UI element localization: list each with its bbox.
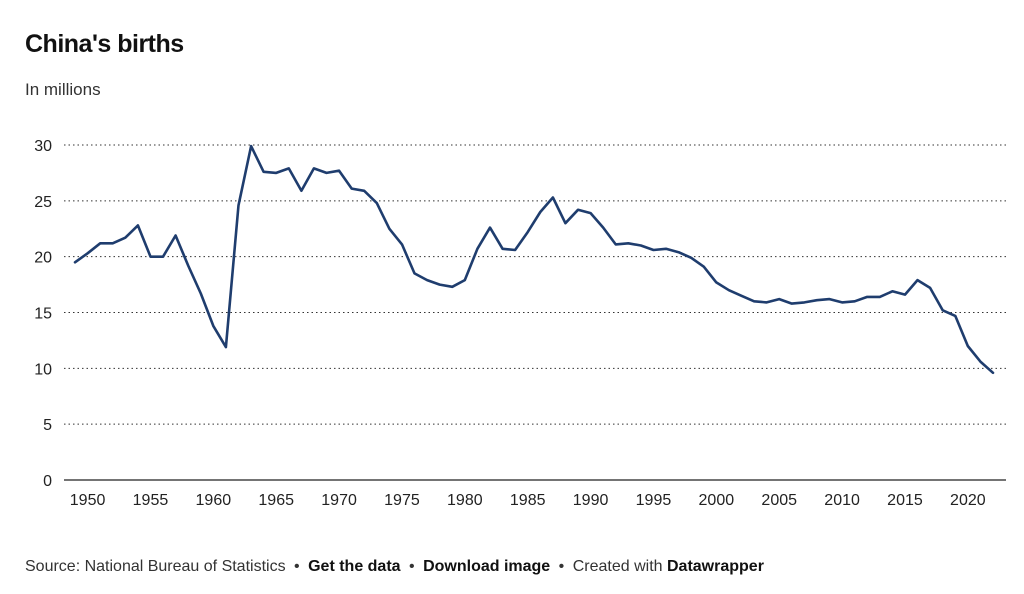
x-tick-label: 1965 bbox=[258, 492, 294, 509]
datawrapper-link[interactable]: Datawrapper bbox=[667, 558, 764, 575]
y-tick-label: 0 bbox=[43, 473, 52, 490]
chart-subtitle: In millions bbox=[25, 80, 101, 99]
births-series-line bbox=[73, 144, 995, 375]
y-tick-label: 25 bbox=[34, 194, 52, 211]
x-tick-label: 1970 bbox=[321, 492, 357, 509]
x-tick-label: 2010 bbox=[824, 492, 860, 509]
footer-separator: • bbox=[558, 558, 565, 575]
footer-separator: • bbox=[409, 558, 415, 575]
y-tick-label: 5 bbox=[43, 417, 52, 434]
x-tick-label: 2020 bbox=[950, 492, 986, 509]
x-tick-label: 1990 bbox=[573, 492, 609, 509]
source-note: Source: National Bureau of Statistics bbox=[25, 558, 286, 575]
y-tick-label: 15 bbox=[34, 306, 52, 323]
x-tick-label: 1980 bbox=[447, 492, 483, 509]
created-with-text: Created with bbox=[572, 558, 663, 575]
y-tick-label: 30 bbox=[34, 138, 52, 155]
x-tick-label: 2000 bbox=[699, 492, 735, 509]
get-the-data-link[interactable]: Get the data bbox=[308, 558, 401, 575]
y-tick-label: 20 bbox=[34, 250, 52, 267]
x-tick-label: 1995 bbox=[636, 492, 672, 509]
footer-separator: • bbox=[294, 558, 300, 575]
x-tick-label: 1955 bbox=[133, 492, 169, 509]
chart-title: China's births bbox=[25, 30, 184, 58]
x-tick-label: 1960 bbox=[196, 492, 232, 509]
download-image-link[interactable]: Download image bbox=[423, 558, 551, 575]
x-tick-label: 2015 bbox=[887, 492, 923, 509]
y-tick-label: 10 bbox=[34, 361, 52, 378]
x-tick-label: 1950 bbox=[70, 492, 106, 509]
x-tick-label: 1985 bbox=[510, 492, 546, 509]
footer: Source: National Bureau of Statistics • … bbox=[25, 558, 764, 576]
x-tick-label: 2005 bbox=[761, 492, 797, 509]
x-tick-label: 1975 bbox=[384, 492, 420, 509]
